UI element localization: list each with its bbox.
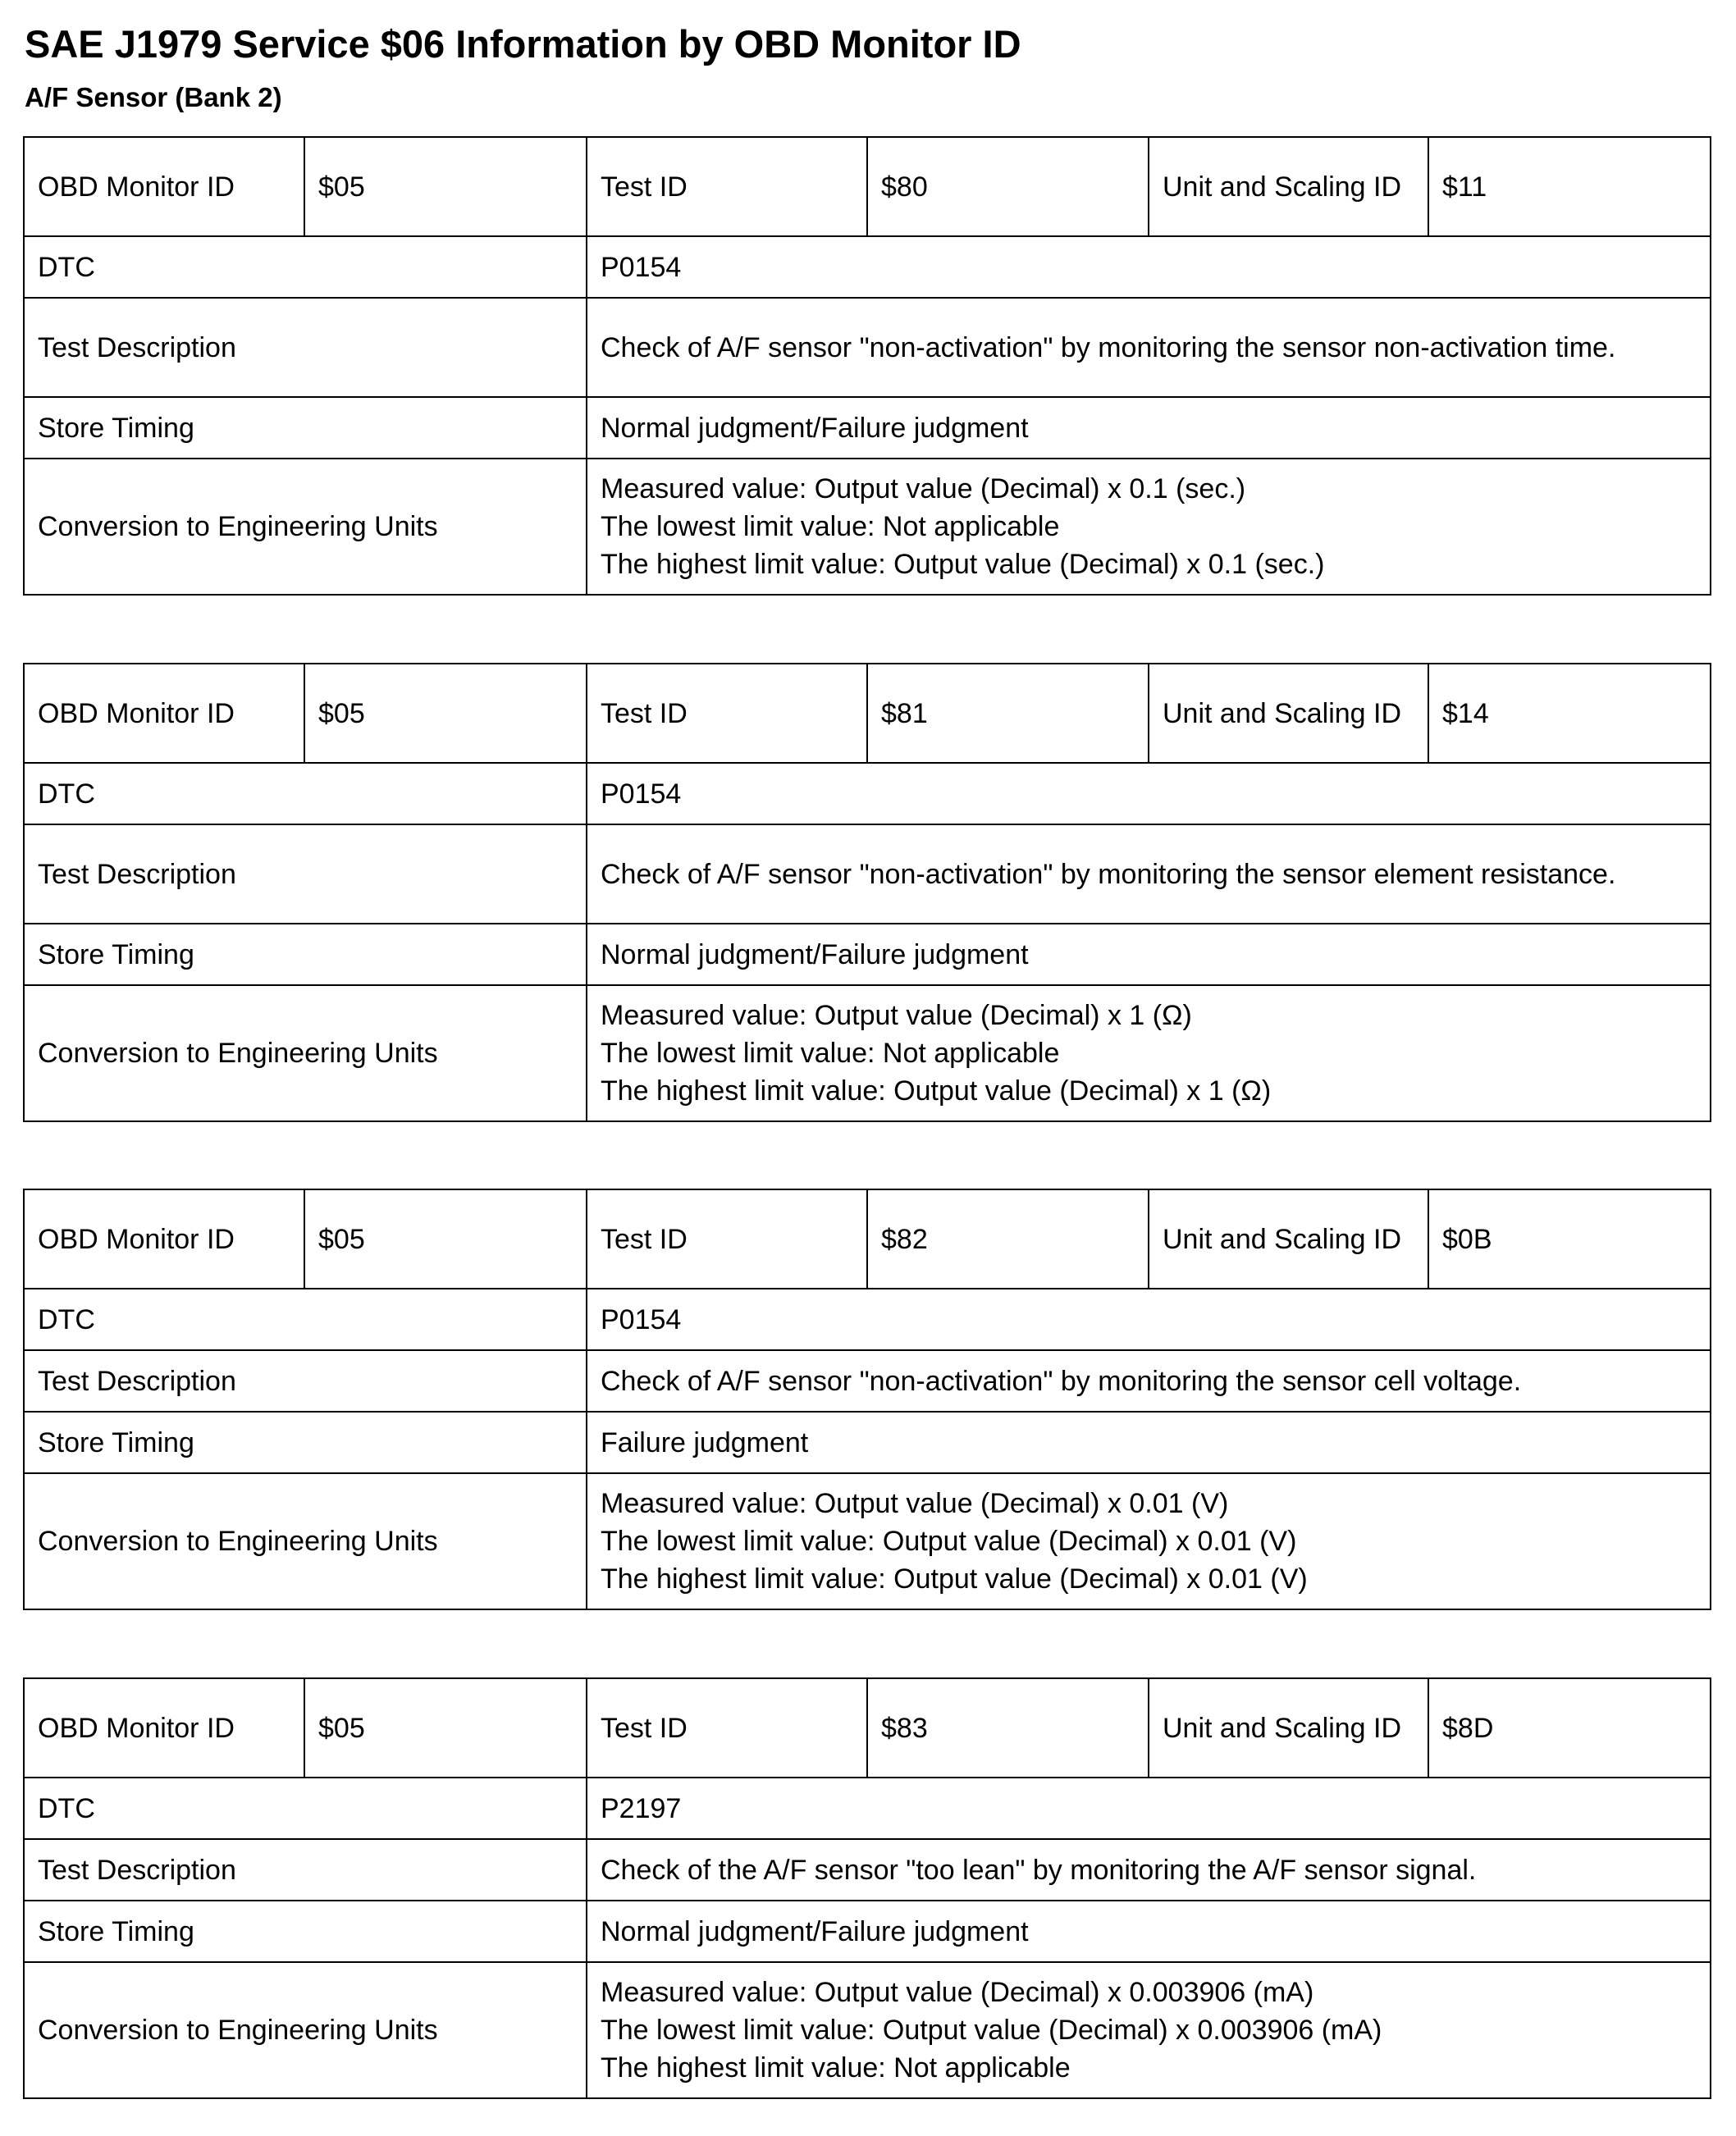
obd-monitor-id-label: OBD Monitor ID bbox=[23, 136, 305, 237]
unit-scaling-id-label: Unit and Scaling ID bbox=[1148, 1189, 1429, 1289]
dtc-value: P0154 bbox=[586, 1288, 1711, 1351]
header-row: OBD Monitor ID $05 Test ID $82 Unit and … bbox=[23, 1189, 1711, 1289]
obd-monitor-table: OBD Monitor ID $05 Test ID $82 Unit and … bbox=[23, 1189, 1711, 1610]
test-description-row: Test Description Check of A/F sensor "no… bbox=[23, 1349, 1711, 1413]
unit-scaling-id-label: Unit and Scaling ID bbox=[1148, 1677, 1429, 1778]
store-timing-row: Store Timing Normal judgment/Failure jud… bbox=[23, 1900, 1711, 1963]
obd-monitor-id-value: $05 bbox=[304, 1677, 587, 1778]
unit-scaling-id-value: $0B bbox=[1428, 1189, 1711, 1289]
conversion-line: The lowest limit value: Not applicable bbox=[601, 1038, 1060, 1069]
test-id-label: Test ID bbox=[586, 1677, 868, 1778]
store-timing-label: Store Timing bbox=[23, 1900, 587, 1963]
unit-scaling-id-value: $11 bbox=[1428, 136, 1711, 237]
test-id-value: $83 bbox=[866, 1677, 1149, 1778]
obd-monitor-id-value: $05 bbox=[304, 136, 587, 237]
unit-scaling-id-value: $8D bbox=[1428, 1677, 1711, 1778]
unit-scaling-id-label: Unit and Scaling ID bbox=[1148, 136, 1429, 237]
test-description-row: Test Description Check of the A/F sensor… bbox=[23, 1838, 1711, 1901]
store-timing-value: Failure judgment bbox=[586, 1411, 1711, 1474]
obd-monitor-id-value: $05 bbox=[304, 1189, 587, 1289]
test-description-label: Test Description bbox=[23, 297, 587, 398]
test-description-row: Test Description Check of A/F sensor "no… bbox=[23, 297, 1711, 398]
conversion-line: Measured value: Output value (Decimal) x… bbox=[601, 1488, 1229, 1519]
obd-monitor-table: OBD Monitor ID $05 Test ID $80 Unit and … bbox=[23, 136, 1711, 596]
store-timing-row: Store Timing Normal judgment/Failure jud… bbox=[23, 923, 1711, 986]
dtc-value: P0154 bbox=[586, 235, 1711, 299]
test-description-value: Check of A/F sensor "non-activation" by … bbox=[586, 1349, 1711, 1413]
obd-monitor-table: OBD Monitor ID $05 Test ID $83 Unit and … bbox=[23, 1677, 1711, 2099]
test-id-value: $80 bbox=[866, 136, 1149, 237]
obd-monitor-table: OBD Monitor ID $05 Test ID $81 Unit and … bbox=[23, 663, 1711, 1122]
store-timing-label: Store Timing bbox=[23, 396, 587, 459]
store-timing-label: Store Timing bbox=[23, 1411, 587, 1474]
store-timing-value: Normal judgment/Failure judgment bbox=[586, 923, 1711, 986]
test-id-value: $82 bbox=[866, 1189, 1149, 1289]
test-description-value: Check of A/F sensor "non-activation" by … bbox=[586, 824, 1711, 924]
header-row: OBD Monitor ID $05 Test ID $83 Unit and … bbox=[23, 1677, 1711, 1778]
conversion-value: Measured value: Output value (Decimal) x… bbox=[586, 1472, 1711, 1610]
test-description-row: Test Description Check of A/F sensor "no… bbox=[23, 824, 1711, 924]
test-description-value: Check of the A/F sensor "too lean" by mo… bbox=[586, 1838, 1711, 1901]
dtc-row: DTC P0154 bbox=[23, 762, 1711, 825]
header-row: OBD Monitor ID $05 Test ID $80 Unit and … bbox=[23, 136, 1711, 237]
conversion-label: Conversion to Engineering Units bbox=[23, 1961, 587, 2099]
conversion-row: Conversion to Engineering Units Measured… bbox=[23, 1472, 1711, 1610]
test-id-label: Test ID bbox=[586, 1189, 868, 1289]
dtc-label: DTC bbox=[23, 235, 587, 299]
dtc-label: DTC bbox=[23, 762, 587, 825]
store-timing-value: Normal judgment/Failure judgment bbox=[586, 1900, 1711, 1963]
conversion-value: Measured value: Output value (Decimal) x… bbox=[586, 458, 1711, 596]
conversion-line: The lowest limit value: Not applicable bbox=[601, 511, 1060, 542]
conversion-line: The lowest limit value: Output value (De… bbox=[601, 2015, 1382, 2046]
dtc-row: DTC P0154 bbox=[23, 235, 1711, 299]
obd-monitor-id-value: $05 bbox=[304, 663, 587, 764]
conversion-line: The highest limit value: Output value (D… bbox=[601, 549, 1325, 580]
dtc-value: P0154 bbox=[586, 762, 1711, 825]
test-id-value: $81 bbox=[866, 663, 1149, 764]
conversion-label: Conversion to Engineering Units bbox=[23, 458, 587, 596]
conversion-value: Measured value: Output value (Decimal) x… bbox=[586, 984, 1711, 1122]
conversion-line: The highest limit value: Output value (D… bbox=[601, 1075, 1272, 1107]
obd-monitor-id-label: OBD Monitor ID bbox=[23, 1189, 305, 1289]
page-title: SAE J1979 Service $06 Information by OBD… bbox=[25, 22, 1021, 66]
conversion-value: Measured value: Output value (Decimal) x… bbox=[586, 1961, 1711, 2099]
conversion-line: The highest limit value: Not applicable bbox=[601, 2052, 1071, 2084]
test-description-label: Test Description bbox=[23, 1349, 587, 1413]
conversion-line: Measured value: Output value (Decimal) x… bbox=[601, 473, 1246, 504]
dtc-label: DTC bbox=[23, 1288, 587, 1351]
unit-scaling-id-label: Unit and Scaling ID bbox=[1148, 663, 1429, 764]
test-description-label: Test Description bbox=[23, 1838, 587, 1901]
conversion-label: Conversion to Engineering Units bbox=[23, 1472, 587, 1610]
store-timing-row: Store Timing Normal judgment/Failure jud… bbox=[23, 396, 1711, 459]
obd-monitor-id-label: OBD Monitor ID bbox=[23, 1677, 305, 1778]
store-timing-value: Normal judgment/Failure judgment bbox=[586, 396, 1711, 459]
page-subtitle: A/F Sensor (Bank 2) bbox=[25, 82, 282, 112]
store-timing-label: Store Timing bbox=[23, 923, 587, 986]
dtc-row: DTC P0154 bbox=[23, 1288, 1711, 1351]
conversion-row: Conversion to Engineering Units Measured… bbox=[23, 458, 1711, 596]
test-id-label: Test ID bbox=[586, 136, 868, 237]
conversion-line: Measured value: Output value (Decimal) x… bbox=[601, 1977, 1314, 2008]
conversion-line: The lowest limit value: Output value (De… bbox=[601, 1526, 1297, 1557]
dtc-row: DTC P2197 bbox=[23, 1777, 1711, 1840]
conversion-line: Measured value: Output value (Decimal) x… bbox=[601, 1000, 1192, 1031]
header-row: OBD Monitor ID $05 Test ID $81 Unit and … bbox=[23, 663, 1711, 764]
conversion-line: The highest limit value: Output value (D… bbox=[601, 1563, 1308, 1595]
test-id-label: Test ID bbox=[586, 663, 868, 764]
conversion-row: Conversion to Engineering Units Measured… bbox=[23, 984, 1711, 1122]
unit-scaling-id-value: $14 bbox=[1428, 663, 1711, 764]
test-description-label: Test Description bbox=[23, 824, 587, 924]
dtc-label: DTC bbox=[23, 1777, 587, 1840]
conversion-row: Conversion to Engineering Units Measured… bbox=[23, 1961, 1711, 2099]
store-timing-row: Store Timing Failure judgment bbox=[23, 1411, 1711, 1474]
obd-monitor-id-label: OBD Monitor ID bbox=[23, 663, 305, 764]
test-description-value: Check of A/F sensor "non-activation" by … bbox=[586, 297, 1711, 398]
conversion-label: Conversion to Engineering Units bbox=[23, 984, 587, 1122]
dtc-value: P2197 bbox=[586, 1777, 1711, 1840]
